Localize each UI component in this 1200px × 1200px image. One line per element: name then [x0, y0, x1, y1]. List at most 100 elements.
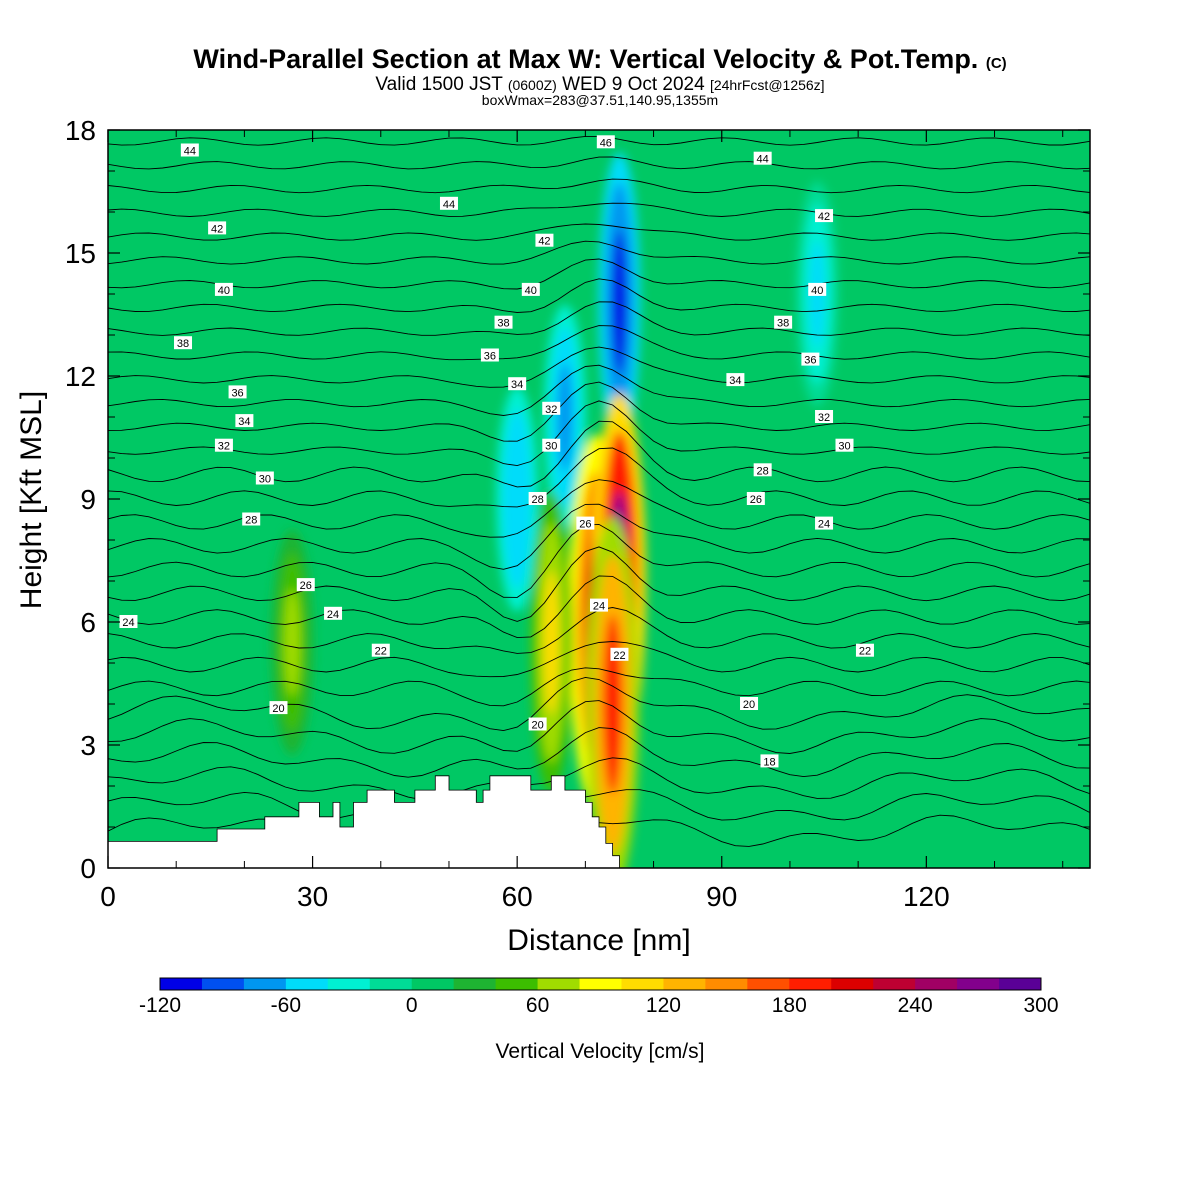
x-tick-label: 120	[903, 881, 950, 912]
theta-label-text: 46	[600, 137, 612, 149]
theta-contour	[108, 757, 1090, 801]
theta-label: 28	[528, 492, 547, 506]
theta-label: 36	[801, 352, 820, 367]
theta-label: 28	[242, 512, 261, 527]
theta-label: 38	[494, 315, 513, 330]
theta-contour	[108, 156, 1090, 170]
colorbar: -120 -60 0 60 120 180 240 300	[139, 977, 1059, 1017]
theta-label: 20	[269, 701, 288, 715]
theta-label: 32	[214, 438, 233, 453]
y-tick-label: 0	[80, 853, 96, 884]
y-tick-label: 12	[65, 361, 96, 392]
theta-label-text: 22	[375, 646, 387, 658]
theta-label: 34	[508, 377, 527, 391]
theta-contour	[108, 364, 1090, 416]
colorbar-tick-label: -120	[139, 994, 181, 1017]
colorbar-swatch	[957, 978, 1000, 990]
colorbar-tick-label: -60	[271, 994, 301, 1017]
colorbar-tick-label: 240	[898, 994, 933, 1017]
wind-feature-core	[509, 445, 525, 553]
chart-title-tag: (C)	[985, 55, 1007, 72]
theta-label-text: 36	[804, 355, 816, 367]
colorbar-swatch	[369, 978, 413, 990]
theta-label-text: 30	[259, 474, 271, 486]
colorbar-tick-label: 300	[1023, 994, 1058, 1017]
theta-label: 24	[324, 606, 343, 621]
wind-feature-core	[284, 588, 300, 697]
theta-label-text: 20	[272, 703, 284, 715]
theta-label: 22	[610, 647, 629, 662]
valid-utc: (0600Z)	[507, 77, 557, 93]
theta-contour	[108, 202, 1090, 217]
theta-label-text: 40	[218, 285, 230, 297]
theta-label: 36	[480, 348, 499, 363]
theta-label: 24	[119, 615, 138, 629]
theta-label-text: 34	[729, 375, 741, 387]
theta-label: 42	[815, 209, 834, 223]
colorbar-swatch	[789, 978, 832, 990]
theta-label: 26	[576, 516, 595, 531]
colorbar-tick-label: 0	[406, 994, 418, 1017]
theta-label: 38	[774, 315, 793, 330]
theta-contour	[108, 301, 1090, 336]
colorbar-title: Vertical Velocity [cm/s]	[496, 1040, 705, 1063]
x-tick-label: 60	[502, 881, 533, 912]
theta-label-text: 40	[525, 285, 537, 297]
y-tick-label: 18	[65, 115, 96, 146]
theta-label-text: 22	[859, 646, 871, 658]
theta-label: 40	[808, 282, 827, 297]
theta-label: 40	[521, 282, 540, 297]
valid-date: WED 9 Oct 2024	[562, 74, 705, 95]
theta-contour	[108, 346, 1090, 388]
theta-label: 42	[208, 221, 227, 235]
theta-label: 20	[740, 697, 759, 711]
theta-label-text: 32	[545, 404, 557, 416]
theta-label-text: 32	[218, 441, 230, 453]
theta-contour	[108, 546, 1090, 622]
theta-label: 20	[528, 717, 547, 732]
colorbar-tick-label: 180	[772, 994, 807, 1017]
theta-label-text: 26	[750, 494, 762, 506]
theta-label-text: 28	[532, 494, 544, 506]
theta-label: 30	[255, 471, 274, 486]
theta-label-text: 24	[593, 601, 605, 613]
theta-label-text: 20	[743, 699, 755, 711]
theta-label-text: 38	[177, 338, 189, 350]
theta-contour	[108, 575, 1090, 639]
theta-label: 40	[214, 282, 233, 297]
valid-time-line: Valid 1500 JST (0600Z) WED 9 Oct 2024 [2…	[0, 74, 1200, 96]
theta-label-text: 22	[613, 650, 625, 662]
velocity-field	[108, 130, 1090, 868]
theta-label: 26	[746, 492, 765, 506]
colorbar-swatch	[747, 978, 790, 990]
x-axis-title: Distance [nm]	[507, 924, 690, 957]
chart-title-main: Wind-Parallel Section at Max W: Vertical…	[193, 44, 979, 74]
theta-label: 34	[235, 414, 254, 428]
y-tick-label: 9	[80, 484, 96, 515]
theta-label-text: 24	[327, 609, 339, 621]
wind-feature-core	[557, 363, 573, 471]
colorbar-swatch	[495, 978, 539, 990]
theta-label-text: 42	[211, 223, 223, 235]
theta-label-text: 28	[245, 515, 257, 527]
theta-contour	[108, 325, 1090, 361]
theta-contour	[108, 523, 1090, 598]
theta-label-text: 32	[818, 412, 830, 424]
chart-title: Wind-Parallel Section at Max W: Vertical…	[0, 44, 1200, 75]
theta-contour	[108, 258, 1090, 290]
theta-label: 24	[815, 516, 834, 531]
theta-label-text: 24	[122, 617, 134, 629]
colorbar-swatch	[285, 978, 329, 990]
theta-label: 38	[174, 336, 193, 350]
y-tick-label: 15	[65, 238, 96, 269]
colorbar-swatch	[453, 978, 497, 990]
theta-contour	[108, 447, 1090, 508]
colorbar-swatch	[537, 978, 581, 990]
wind-feature-core	[602, 614, 623, 794]
theta-label: 30	[542, 438, 561, 453]
colorbar-swatch	[201, 978, 245, 990]
theta-label-text: 26	[300, 580, 312, 592]
colorbar-swatch	[243, 978, 287, 990]
y-tick-label: 6	[80, 607, 96, 638]
theta-label: 28	[753, 463, 772, 477]
